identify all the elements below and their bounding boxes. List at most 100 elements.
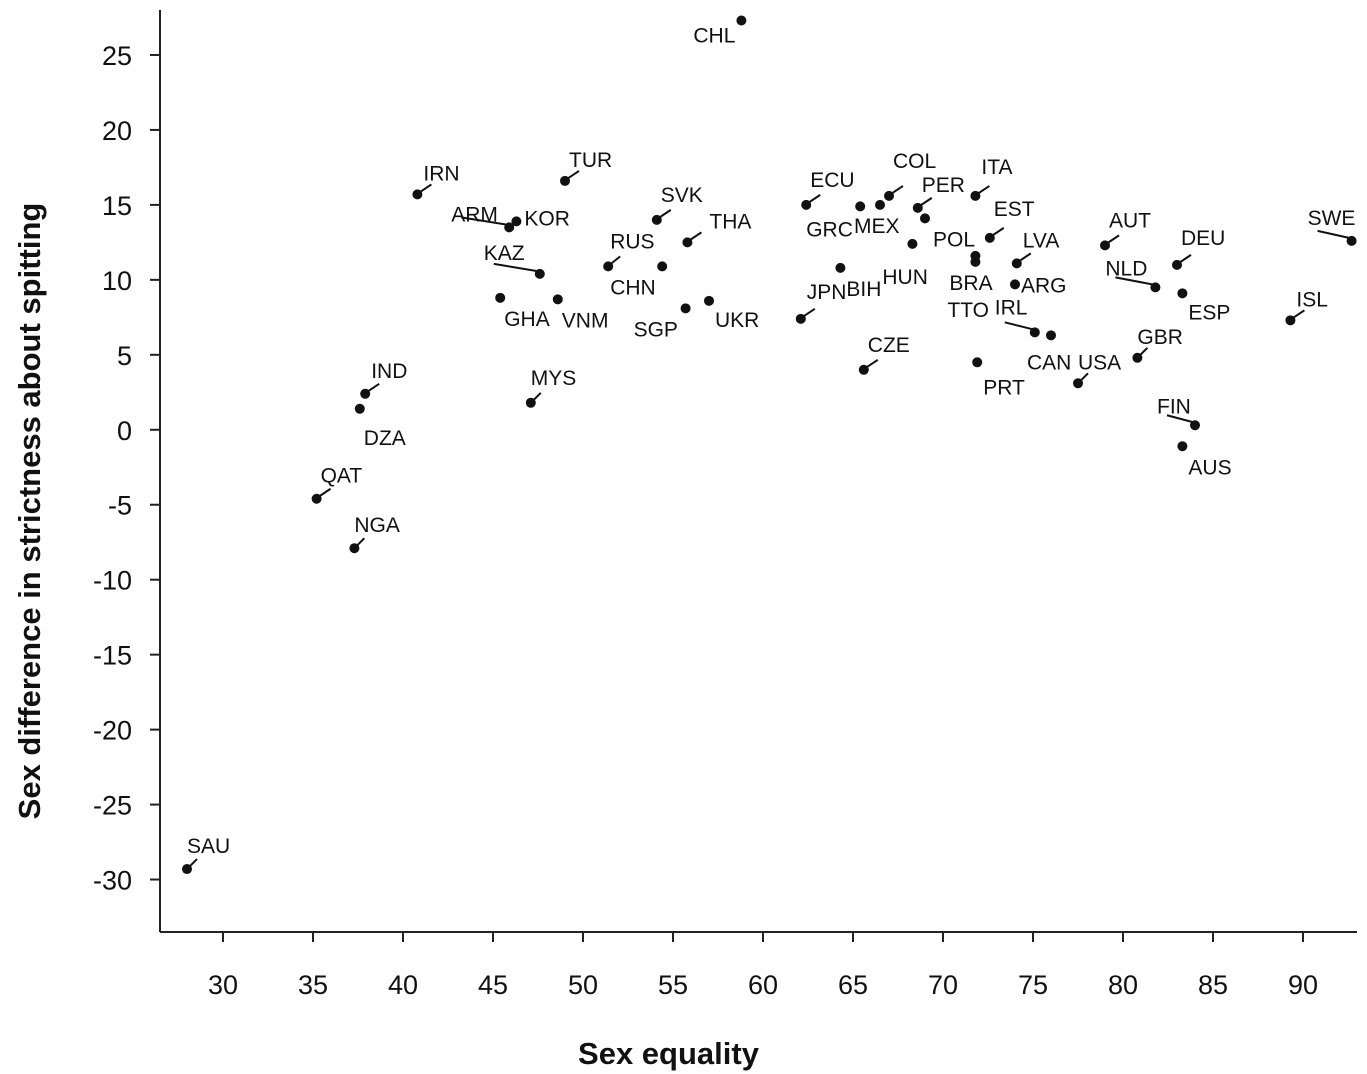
point-label: SGP — [634, 318, 678, 341]
point-label: IRN — [423, 162, 459, 185]
point-label: AUS — [1188, 456, 1231, 479]
point-label: SAU — [187, 835, 230, 858]
data-point: SGP — [634, 303, 691, 341]
chart-axes — [159, 10, 1357, 933]
y-axis-title: Sex difference in strictness about spitt… — [12, 203, 47, 820]
data-point: HUN — [882, 238, 928, 289]
point-marker — [875, 199, 885, 210]
data-point: DEU — [1172, 227, 1225, 270]
point-label: ESP — [1188, 301, 1230, 324]
data-point: BIH — [835, 262, 881, 301]
x-tick-label: 30 — [208, 970, 238, 1000]
point-marker — [855, 201, 866, 212]
y-tick-label: -25 — [93, 791, 132, 821]
data-point: AUT — [1100, 209, 1151, 251]
label-leader — [688, 231, 702, 242]
x-tick-label: 35 — [298, 970, 328, 1000]
y-axis-ticks: 25 20 15 10 5 0 -5 -10 -15 -20 -25 -30 — [93, 41, 160, 896]
x-tick-label: 60 — [748, 970, 778, 1000]
point-label: TUR — [569, 149, 612, 172]
data-point: CAN — [1027, 330, 1071, 374]
point-marker — [1046, 330, 1056, 341]
data-point: KOR — [511, 207, 570, 230]
point-label: JPN — [807, 281, 847, 304]
label-leader — [493, 262, 542, 273]
point-label: NGA — [354, 514, 400, 537]
data-point: PRT — [972, 357, 1025, 399]
x-tick-label: 80 — [1108, 970, 1138, 1000]
point-label: GHA — [504, 308, 550, 331]
label-leader — [807, 194, 821, 204]
point-marker — [657, 261, 668, 272]
data-point: ARG — [1010, 274, 1067, 297]
x-tick-label: 40 — [388, 970, 418, 1000]
x-tick-label: 55 — [658, 970, 688, 1000]
label-leader — [991, 227, 1005, 237]
data-point: ECU — [801, 169, 855, 210]
label-leader — [976, 185, 990, 195]
x-tick-label: 75 — [1018, 970, 1048, 1000]
data-point: SWE — [1308, 207, 1357, 246]
point-label: NLD — [1105, 257, 1147, 280]
y-tick-label: 20 — [102, 116, 132, 146]
point-label: DEU — [1181, 227, 1225, 250]
point-marker — [1177, 288, 1188, 299]
data-point: PER — [912, 174, 965, 213]
point-label: ECU — [810, 169, 854, 192]
point-label: IND — [371, 360, 407, 383]
y-tick-label: 25 — [102, 41, 132, 71]
point-marker — [907, 238, 918, 249]
point-label: PRT — [983, 376, 1025, 399]
point-marker — [1177, 441, 1188, 452]
label-leader — [865, 358, 879, 369]
data-point: SVK — [651, 184, 703, 225]
point-label: CHN — [610, 276, 656, 299]
y-tick-label: 0 — [117, 416, 132, 446]
label-leader — [1178, 254, 1192, 264]
x-tick-label: 90 — [1288, 970, 1318, 1000]
point-label: CZE — [868, 334, 910, 357]
y-tick-label: -20 — [93, 716, 132, 746]
data-point: CZE — [858, 334, 910, 375]
data-point: ISL — [1285, 288, 1328, 326]
point-label: RUS — [610, 230, 654, 253]
data-point: TTO — [947, 256, 989, 322]
point-marker — [354, 403, 365, 414]
point-label: GRC — [806, 218, 853, 241]
data-point: GBR — [1132, 326, 1183, 363]
label-leader — [890, 185, 904, 195]
data-point: BRA — [949, 250, 993, 295]
label-leader — [188, 858, 198, 868]
x-axis-title: Sex equality — [578, 1036, 760, 1071]
label-leader — [318, 487, 332, 498]
point-label: FIN — [1157, 395, 1191, 418]
point-label: LVA — [1023, 229, 1060, 252]
point-label: USA — [1078, 351, 1121, 374]
label-leader — [1106, 234, 1120, 245]
point-marker — [704, 295, 714, 306]
data-point: ESP — [1177, 288, 1230, 324]
point-label: THA — [709, 210, 751, 233]
x-tick-label: 70 — [928, 970, 958, 1000]
label-leader — [1079, 372, 1089, 383]
point-marker — [835, 262, 846, 273]
point-label: QAT — [321, 465, 363, 488]
data-point: KAZ — [484, 242, 545, 279]
label-leader — [566, 170, 580, 180]
data-point: CHL — [693, 15, 747, 47]
point-label: ARM — [451, 203, 498, 226]
label-leader — [919, 197, 933, 207]
data-point: ITA — [970, 156, 1013, 201]
label-leader — [609, 255, 621, 266]
data-point: NLD — [1105, 257, 1161, 293]
label-leader — [1317, 229, 1354, 240]
point-marker — [970, 256, 981, 267]
data-point: ARM — [451, 203, 515, 233]
label-leader — [1004, 321, 1038, 332]
label-leader — [802, 308, 816, 318]
data-point: GRC — [806, 201, 866, 241]
x-tick-label: 45 — [478, 970, 508, 1000]
point-label: VNM — [562, 309, 609, 332]
point-marker — [920, 213, 930, 224]
